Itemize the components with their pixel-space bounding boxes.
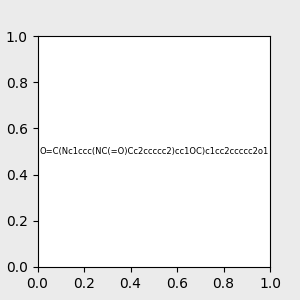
Text: O=C(Nc1ccc(NC(=O)Cc2ccccc2)cc1OC)c1cc2ccccc2o1: O=C(Nc1ccc(NC(=O)Cc2ccccc2)cc1OC)c1cc2cc…: [39, 147, 268, 156]
